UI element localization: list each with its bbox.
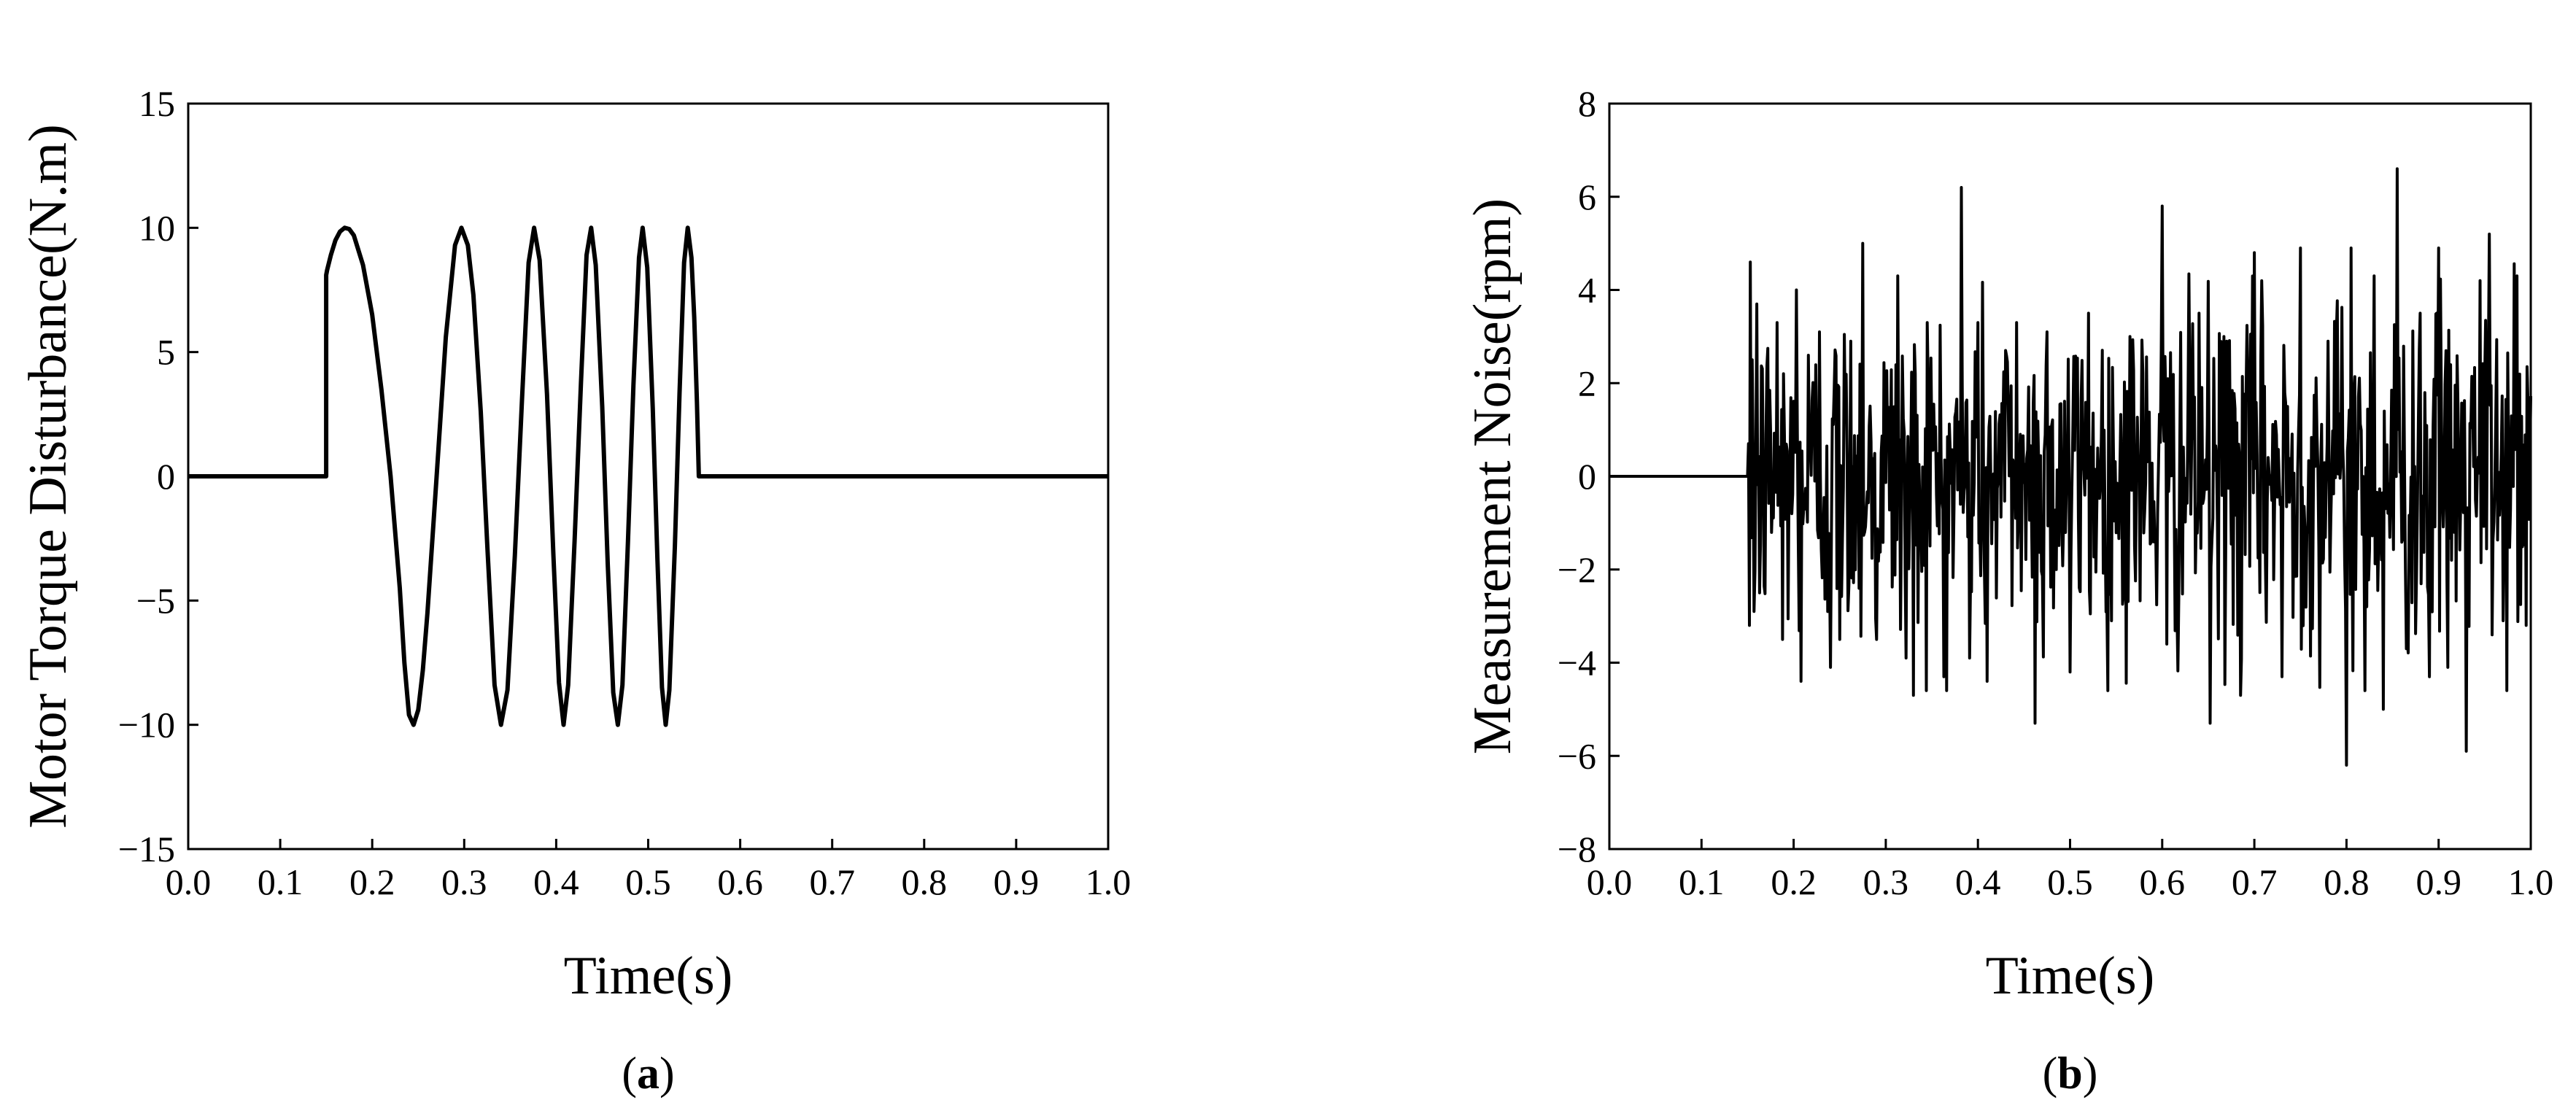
x-tick-label: 0.8 — [902, 861, 948, 902]
y-tick-label: 6 — [1578, 177, 1596, 217]
panel-a-chart: 0.0 0.1 0.2 0.3 0.4 0.5 0.6 0.7 0.8 0.9 1.0 −15 −10… — [18, 83, 1131, 1099]
x-tick-label: 0.7 — [2232, 861, 2278, 902]
x-tick-label: 1.0 — [2508, 861, 2554, 902]
series-line-noise — [1609, 167, 2532, 767]
x-ticks: 0.0 0.1 0.2 0.3 0.4 0.5 0.6 0.7 0.8 0.9 1.0 — [1587, 839, 2554, 902]
x-tick-label: 0.5 — [2047, 861, 2093, 902]
y-tick-label: −15 — [118, 829, 175, 869]
x-tick-label: 0.6 — [717, 861, 763, 902]
y-tick-label: 10 — [139, 207, 175, 248]
y-tick-label: −10 — [118, 705, 175, 745]
x-tick-label: 0.4 — [533, 861, 579, 902]
x-tick-label: 0.6 — [2140, 861, 2186, 902]
x-tick-label: 0.9 — [994, 861, 1040, 902]
y-ticks: −8 −6 −4 −2 0 2 4 6 8 — [1558, 83, 1620, 869]
y-tick-label: 0 — [1578, 456, 1596, 497]
x-tick-label: 0.5 — [625, 861, 671, 902]
y-tick-label: 15 — [139, 83, 175, 124]
y-axis-title: Measurement Noise(rpm) — [1463, 198, 1523, 754]
y-tick-label: 5 — [157, 332, 175, 373]
y-tick-label: 8 — [1578, 83, 1596, 124]
x-tick-label: 0.8 — [2324, 861, 2370, 902]
panel-label: (b) — [2043, 1049, 2098, 1099]
panel-b-chart: 0.0 0.1 0.2 0.3 0.4 0.5 0.6 0.7 0.8 0.9 1.0 −8 −6 −4… — [1463, 83, 2553, 1099]
y-ticks: −15 −10 −5 0 5 10 15 — [118, 83, 198, 869]
x-tick-label: 0.2 — [1771, 861, 1817, 902]
x-tick-label: 0.1 — [1679, 861, 1725, 902]
y-tick-label: 0 — [157, 456, 175, 497]
x-axis-title: Time(s) — [564, 946, 733, 1006]
x-tick-label: 0.9 — [2416, 861, 2461, 902]
x-tick-label: 0.0 — [1587, 861, 1633, 902]
y-tick-label: −2 — [1558, 549, 1596, 590]
y-tick-label: −8 — [1558, 829, 1596, 869]
y-tick-label: 2 — [1578, 363, 1596, 403]
series-line-torque — [188, 225, 1108, 727]
x-tick-label: 0.0 — [166, 861, 212, 902]
y-axis-title: Motor Torque Disturbance(N.m) — [18, 124, 78, 829]
x-ticks: 0.0 0.1 0.2 0.3 0.4 0.5 0.6 0.7 0.8 0.9 1.0 — [166, 839, 1132, 902]
y-tick-label: 4 — [1578, 270, 1596, 311]
plot-frame — [1608, 102, 2532, 851]
panel-letter: b — [2057, 1049, 2082, 1099]
x-tick-label: 0.3 — [441, 861, 487, 902]
x-tick-label: 0.3 — [1863, 861, 1909, 902]
y-tick-label: −4 — [1558, 643, 1596, 683]
x-tick-label: 0.2 — [349, 861, 395, 902]
y-tick-label: −5 — [136, 580, 175, 621]
x-tick-label: 0.1 — [258, 861, 303, 902]
x-tick-label: 0.7 — [809, 861, 855, 902]
panel-letter: a — [637, 1049, 660, 1099]
y-tick-label: −6 — [1558, 735, 1596, 776]
panel-label: (a) — [622, 1049, 674, 1099]
plot-frame — [187, 102, 1110, 851]
x-tick-label: 1.0 — [1086, 861, 1132, 902]
x-tick-label: 0.4 — [1955, 861, 2001, 902]
x-axis-title: Time(s) — [1986, 946, 2155, 1006]
